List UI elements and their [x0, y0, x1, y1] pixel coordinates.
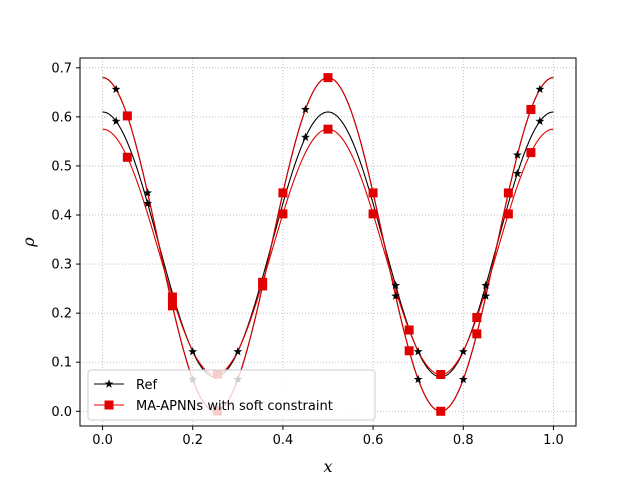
- data-point-star: [458, 347, 468, 356]
- data-point-star: [111, 116, 121, 125]
- data-point-square: [503, 209, 513, 219]
- data-point-square: [278, 188, 288, 198]
- data-point-star: [481, 291, 491, 300]
- legend-model-label: MA-APNNs with soft constraint: [136, 399, 333, 414]
- x-axis: 0.0 0.2 0.4 0.6 0.8 1.0: [92, 426, 564, 448]
- data-point-square: [404, 325, 414, 335]
- y-tick-label: 0.2: [51, 307, 72, 322]
- data-point-square: [167, 301, 177, 311]
- legend-model-marker: [104, 400, 114, 410]
- y-tick-label: 0.3: [51, 258, 72, 273]
- data-point-square: [503, 188, 513, 198]
- data-point-star: [391, 291, 401, 300]
- data-point-square: [436, 369, 446, 379]
- data-point-star: [301, 132, 310, 141]
- y-tick-label: 0.0: [51, 405, 72, 420]
- data-point-star: [301, 104, 310, 114]
- data-point-star: [391, 280, 401, 290]
- data-point-star: [513, 150, 522, 159]
- data-point-square: [404, 346, 414, 356]
- x-tick-label: 0.6: [363, 433, 384, 448]
- y-axis-label: ρ: [19, 237, 38, 248]
- data-point-star: [535, 116, 545, 125]
- data-point-square: [526, 104, 536, 114]
- legend: Ref MA-APNNs with soft constraint: [87, 369, 376, 421]
- x-axis-label: x: [323, 457, 332, 476]
- data-point-star: [481, 280, 491, 290]
- legend-ref-label: Ref: [136, 378, 157, 393]
- data-point-star: [535, 84, 545, 94]
- y-tick-label: 0.6: [51, 110, 72, 125]
- legend-ref-marker: [104, 379, 114, 388]
- y-tick-label: 0.4: [51, 209, 72, 224]
- y-tick-label: 0.5: [51, 159, 72, 174]
- data-point-square: [167, 292, 177, 302]
- data-point-square: [323, 124, 333, 134]
- data-point-star: [458, 374, 468, 384]
- data-point-star: [233, 347, 243, 356]
- plot-frame: [79, 57, 577, 427]
- data-point-square: [122, 152, 132, 162]
- data-point-square: [472, 313, 482, 323]
- x-tick-label: 1.0: [543, 433, 564, 448]
- y-axis: 0.0 0.1 0.2 0.3 0.4 0.5 0.6 0.7: [51, 61, 80, 420]
- x-tick-label: 0.0: [92, 433, 113, 448]
- data-point-square: [368, 209, 378, 219]
- data-point-square: [436, 406, 446, 416]
- y-tick-label: 0.1: [51, 356, 72, 371]
- data-point-star: [188, 347, 198, 356]
- data-point-star: [513, 168, 522, 178]
- x-tick-label: 0.4: [273, 433, 294, 448]
- data-point-square: [323, 73, 333, 83]
- data-point-square: [278, 209, 288, 219]
- grid: [80, 58, 576, 426]
- data-point-star: [143, 188, 153, 197]
- data-point-square: [526, 148, 536, 158]
- legend-box: [87, 369, 376, 421]
- data-point-square: [472, 329, 482, 339]
- data-point-star: [143, 198, 153, 208]
- x-tick-label: 0.2: [182, 433, 203, 448]
- data-point-star: [413, 374, 423, 384]
- data-point-square: [368, 188, 378, 198]
- data-point-square: [122, 111, 132, 121]
- y-tick-label: 0.7: [51, 61, 72, 76]
- data-point-star: [111, 84, 121, 94]
- series-line: [102, 111, 554, 378]
- x-tick-label: 0.8: [453, 433, 474, 448]
- data-point-square: [258, 281, 268, 291]
- data-point-star: [413, 347, 423, 356]
